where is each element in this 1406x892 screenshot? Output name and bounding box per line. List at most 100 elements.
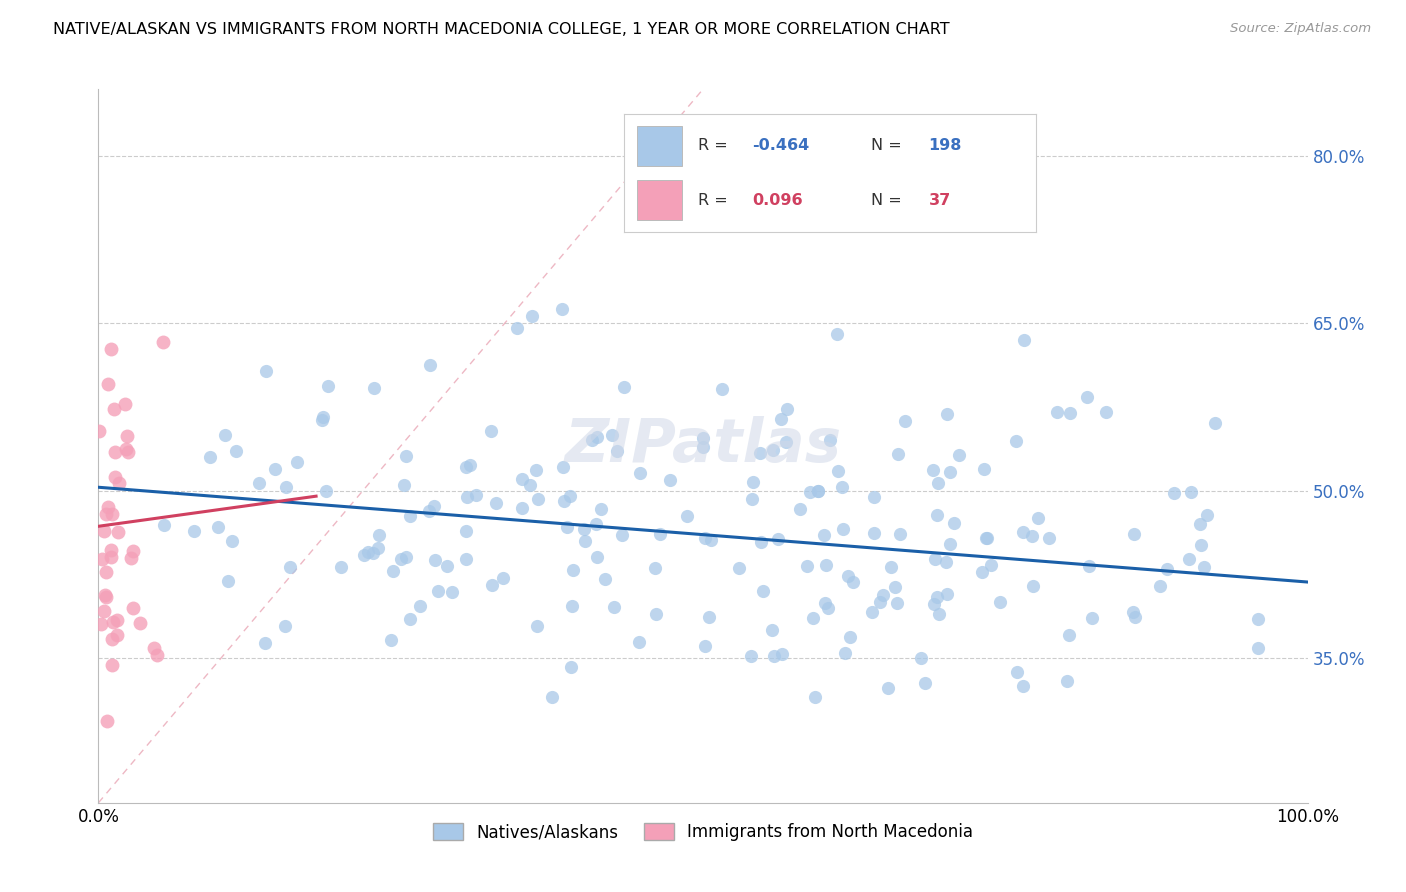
Point [692, 431, 714, 445]
Point [454, 524, 477, 538]
Point [1122, 605, 1144, 619]
Point [593, 572, 616, 586]
Point [107, 613, 129, 627]
Point [801, 611, 824, 625]
Point [869, 595, 891, 609]
Point [93, 524, 115, 538]
Point [101, 615, 124, 629]
Point [927, 476, 949, 491]
Point [610, 527, 633, 541]
Point [880, 560, 903, 574]
Point [1038, 531, 1060, 545]
Point [101, 658, 124, 673]
Point [423, 553, 446, 567]
Point [886, 596, 908, 610]
Point [97, 377, 120, 392]
Point [970, 565, 993, 579]
Point [561, 599, 583, 614]
Point [367, 541, 389, 555]
Point [558, 489, 581, 503]
Point [555, 520, 578, 534]
Point [924, 551, 946, 566]
Point [315, 483, 337, 498]
Point [361, 546, 384, 560]
Point [988, 594, 1011, 608]
Point [394, 549, 416, 564]
Point [152, 334, 174, 349]
Point [692, 440, 714, 454]
Point [107, 524, 129, 539]
Point [114, 397, 136, 411]
Point [770, 412, 793, 426]
Point [1189, 516, 1212, 531]
Point [1012, 333, 1035, 347]
Point [1180, 484, 1202, 499]
Point [1204, 416, 1226, 430]
Point [837, 569, 859, 583]
Point [740, 649, 762, 664]
Point [458, 458, 481, 472]
Point [1123, 527, 1146, 541]
Point [814, 596, 837, 610]
Point [935, 587, 957, 601]
Point [117, 429, 139, 443]
Point [117, 445, 139, 459]
Point [974, 531, 997, 545]
Point [1189, 538, 1212, 552]
Point [122, 543, 145, 558]
Point [560, 660, 582, 674]
Point [550, 302, 572, 317]
Point [613, 379, 636, 393]
Point [675, 508, 697, 523]
Point [1076, 390, 1098, 404]
Point [1004, 434, 1026, 449]
Point [100, 507, 122, 521]
Text: Source: ZipAtlas.com: Source: ZipAtlas.com [1230, 22, 1371, 36]
Point [768, 532, 790, 546]
Point [104, 445, 127, 459]
Point [1163, 486, 1185, 500]
Point [520, 309, 543, 323]
Point [96, 590, 118, 604]
Point [939, 537, 962, 551]
Point [658, 473, 681, 487]
Point [748, 446, 770, 460]
Point [751, 584, 773, 599]
Point [465, 488, 488, 502]
Point [1247, 640, 1270, 655]
Point [1021, 529, 1043, 543]
Point [644, 607, 666, 622]
Point [1059, 628, 1081, 642]
Point [142, 640, 165, 655]
Point [1056, 673, 1078, 688]
Text: NATIVE/ALASKAN VS IMMIGRANTS FROM NORTH MACEDONIA COLLEGE, 1 YEAR OR MORE CORREL: NATIVE/ALASKAN VS IMMIGRANTS FROM NORTH … [53, 22, 950, 37]
Point [524, 462, 547, 476]
Point [1011, 680, 1033, 694]
Point [894, 414, 917, 428]
Point [841, 574, 863, 589]
Point [363, 381, 385, 395]
Point [510, 472, 533, 486]
Point [90, 552, 112, 566]
Point [247, 476, 270, 491]
Point [586, 549, 609, 564]
Point [877, 681, 900, 695]
Point [600, 428, 623, 442]
Point [456, 552, 478, 566]
Point [357, 545, 380, 559]
Point [814, 558, 837, 572]
Point [276, 479, 298, 493]
Point [872, 588, 894, 602]
Point [221, 533, 243, 548]
Point [115, 442, 138, 457]
Point [883, 580, 905, 594]
Point [942, 516, 965, 530]
Point [398, 612, 420, 626]
Point [644, 560, 666, 574]
Point [948, 448, 970, 462]
Point [695, 640, 717, 654]
Point [928, 607, 950, 622]
Point [419, 358, 441, 372]
Point [253, 635, 276, 649]
Point [1081, 610, 1104, 624]
